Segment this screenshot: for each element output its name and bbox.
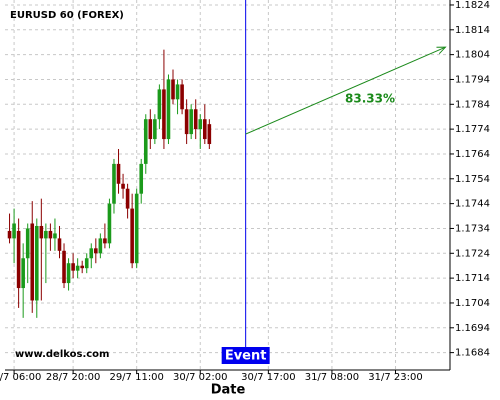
candle-body xyxy=(184,109,189,135)
candle-body xyxy=(7,230,12,239)
candle-body xyxy=(53,233,57,239)
x-tick-label: 31/7 08:00 xyxy=(305,372,359,383)
candle-body xyxy=(148,119,153,140)
candle-body xyxy=(121,183,125,189)
y-tick-label: 1.1784 xyxy=(455,99,490,110)
candle-body xyxy=(166,79,171,140)
y-tick-label: 1.1744 xyxy=(455,199,490,210)
projection-line xyxy=(245,46,446,135)
y-tick-label: 1.1684 xyxy=(455,348,490,359)
candle-body xyxy=(30,223,35,301)
event-label: Event xyxy=(225,349,267,364)
candle-body xyxy=(202,119,207,140)
candle-body xyxy=(134,193,139,264)
event-box xyxy=(221,347,270,364)
x-axis-label: Date xyxy=(211,383,246,398)
candle-body xyxy=(62,250,66,284)
y-tick-label: 1.1704 xyxy=(455,298,490,309)
candle-body xyxy=(157,89,162,120)
y-tick-label: 1.1824 xyxy=(455,0,490,11)
candle-body xyxy=(16,230,21,289)
y-tick-label: 1.1804 xyxy=(455,50,490,61)
y-tick-label: 1.1724 xyxy=(455,248,490,259)
candle-body xyxy=(107,203,112,244)
candle-body xyxy=(143,119,148,164)
projection-label: 83.33% xyxy=(345,92,395,106)
candle-body xyxy=(130,208,134,264)
y-tick-label: 1.1774 xyxy=(455,124,490,135)
candle-body xyxy=(71,263,75,271)
candle-body xyxy=(125,188,130,209)
candle-body xyxy=(39,225,44,239)
arrow-head xyxy=(436,46,447,55)
y-tick-label: 1.1814 xyxy=(455,25,490,36)
candle-body xyxy=(89,248,94,259)
watermark: www.delkos.com xyxy=(15,349,109,360)
candle-body xyxy=(75,265,80,271)
candle-body xyxy=(175,84,180,100)
y-tick-label: 1.1794 xyxy=(455,74,490,85)
y-tick-label: 1.1764 xyxy=(455,149,490,160)
candle-body xyxy=(207,124,212,145)
candle-body xyxy=(162,89,166,140)
candle-body xyxy=(25,228,30,259)
x-tick-label: 31/7 23:00 xyxy=(368,372,422,383)
candle-body xyxy=(80,265,84,269)
candle-body xyxy=(180,84,184,110)
candle-body xyxy=(193,109,198,130)
candle-body xyxy=(12,223,16,239)
y-tick-label: 1.1694 xyxy=(455,323,490,334)
candle-body xyxy=(84,258,89,269)
chart-title: EURUSD 60 (FOREX) xyxy=(10,10,124,21)
y-tick-label: 1.1754 xyxy=(455,174,490,185)
candle-body xyxy=(112,163,116,204)
x-tick-label: 30/7 02:00 xyxy=(173,372,227,383)
candle-body xyxy=(116,163,121,184)
candle-body xyxy=(103,238,107,244)
y-tick-label: 1.1734 xyxy=(455,223,490,234)
x-tick-label: 27/7 06:00 xyxy=(0,372,41,383)
candle-body xyxy=(21,258,25,289)
candle-body xyxy=(198,119,203,130)
candle-body xyxy=(153,119,157,140)
candle-body xyxy=(66,263,71,284)
candle-body xyxy=(48,230,53,239)
candle-body xyxy=(34,225,39,301)
candle-body xyxy=(44,230,48,239)
candle-body xyxy=(57,238,62,251)
x-tick-label: 29/7 11:00 xyxy=(109,372,163,383)
x-tick-label: 30/7 17:00 xyxy=(241,372,295,383)
x-tick-label: 28/7 20:00 xyxy=(46,372,100,383)
candle-body xyxy=(189,109,193,135)
candle-body xyxy=(94,248,98,254)
candle-body xyxy=(98,238,103,254)
y-tick-label: 1.1714 xyxy=(455,273,490,284)
candle-body xyxy=(139,163,144,194)
candle-body xyxy=(171,79,175,100)
